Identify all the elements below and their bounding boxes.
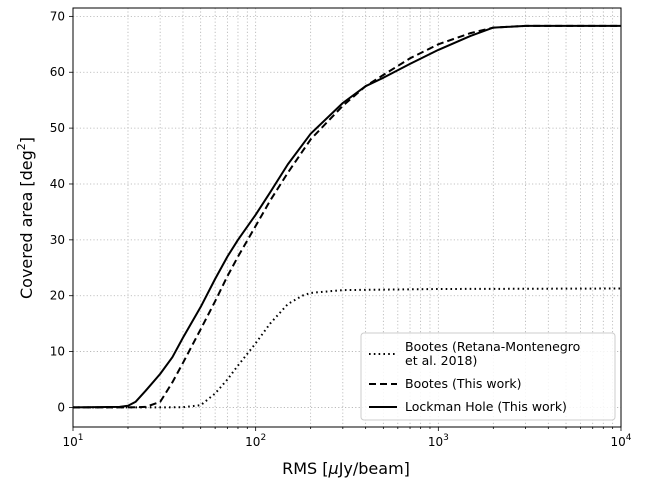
series-line-3 [72,24,621,409]
x-axis-label: RMS [μJy/beam] [282,459,410,478]
x-tick-label: 101 [62,433,83,449]
x-tick-label: 104 [610,433,631,449]
y-tick-label: 0 [57,400,65,414]
y-tick-label: 10 [50,345,65,359]
y-tick-label: 70 [50,9,65,23]
axis-ticks: 101 102 103 104 0 10 20 30 40 50 60 70 [50,9,632,449]
series-line-1 [73,287,622,409]
legend-label-2: Bootes (This work) [405,376,521,391]
y-tick-label: 60 [50,65,65,79]
legend-box [360,332,616,421]
series-line-2 [73,24,621,409]
series-lines [72,24,622,409]
x-tick-label: 102 [245,433,266,449]
legend: Bootes (Retana-Montenegro et al. 2018) Bo… [360,332,616,421]
y-tick-label: 50 [50,121,65,135]
y-tick-label: 20 [50,289,65,303]
plot-frame [72,7,622,428]
legend-label-1: Bootes (Retana-Montenegro [405,339,580,354]
legend-label-1: et al. 2018) [405,353,477,368]
x-tick-label: 103 [428,433,449,449]
y-tick-label: 30 [50,233,65,247]
y-axis-label: Covered area [deg2] [15,137,36,299]
legend-label-3: Lockman Hole (This work) [405,399,567,414]
y-tick-label: 40 [50,177,65,191]
